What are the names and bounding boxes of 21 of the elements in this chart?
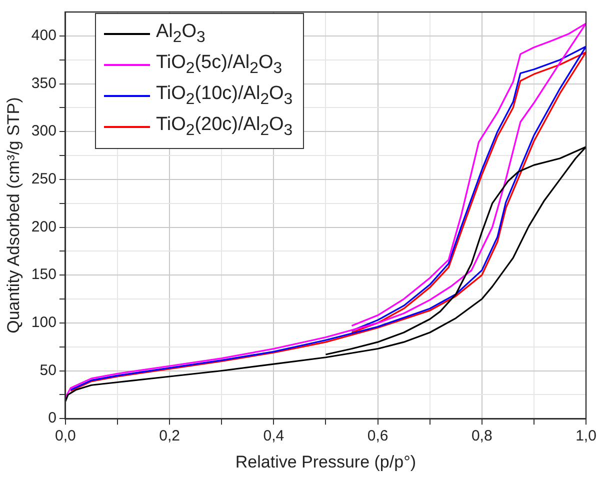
legend-label: TiO$_{2}$(10c)/Al$_{2}$O$_{3}$ bbox=[156, 82, 293, 108]
x-tick-label: 0,6 bbox=[367, 428, 388, 445]
y-tick-label: 100 bbox=[31, 314, 56, 332]
y-tick-label: 400 bbox=[31, 27, 56, 44]
x-tick-label: 0,8 bbox=[471, 428, 492, 445]
y-tick-label: 0 bbox=[48, 410, 56, 427]
y-tick-label: 150 bbox=[31, 266, 56, 284]
x-tick-label: 0,0 bbox=[54, 428, 76, 445]
legend-label: Al$_{2}$O$_{3}$ bbox=[156, 20, 206, 46]
legend-label: TiO$_{2}$(5c)/Al$_{2}$O$_{3}$ bbox=[156, 52, 282, 78]
y-axis-title: Quantity Adsorbed (cm³/g STP) bbox=[4, 97, 23, 334]
y-tick-label: 200 bbox=[31, 218, 56, 236]
y-tick-label: 350 bbox=[31, 74, 56, 92]
x-tick-label: 1,0 bbox=[576, 428, 596, 445]
legend-label: TiO$_{2}$(20c)/Al$_{2}$O$_{3}$ bbox=[156, 114, 293, 140]
y-tick-label: 250 bbox=[31, 170, 56, 188]
y-tick-label: 300 bbox=[31, 122, 56, 140]
x-tick-label: 0,2 bbox=[159, 428, 180, 445]
y-tick-label: 50 bbox=[40, 362, 56, 379]
x-axis-title: Relative Pressure (p/p°) bbox=[235, 452, 416, 472]
x-tick-label: 0,4 bbox=[263, 428, 284, 445]
